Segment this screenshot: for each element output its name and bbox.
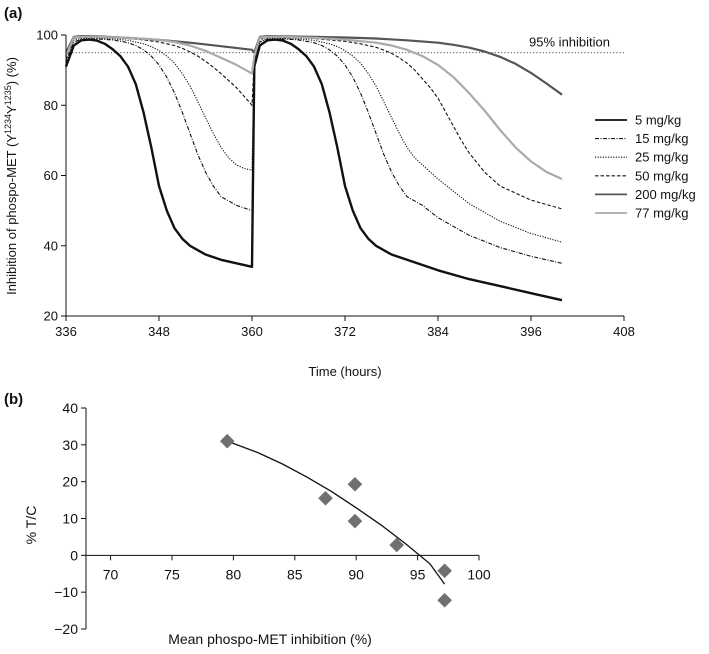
x-tick-label: 336	[55, 324, 77, 339]
y-tick-label: 40	[62, 400, 78, 416]
x-tick-label: 348	[148, 324, 170, 339]
panel-b-scatter-chart: (b) 70 75 80 85 90 95 100 −20 −10 0 10 20 30 40 Mean…	[4, 391, 491, 647]
y-tick-label: 0	[70, 547, 78, 563]
x-tick-label: 396	[520, 324, 542, 339]
legend-label: 25 mg/kg	[635, 150, 688, 165]
x-axis-label: Time (hours)	[308, 364, 381, 379]
data-point-diamond	[219, 433, 235, 449]
y-tick-label: 20	[44, 309, 58, 324]
data-point-diamond	[347, 513, 363, 529]
x-tick-labels: 336 348 360 372 384 396 408	[55, 324, 635, 339]
series-line-15-mg-kg	[65, 38, 563, 264]
x-tick-label: 80	[226, 566, 242, 582]
y-tick-label: 80	[44, 98, 58, 113]
y-tick-labels: 20 40 60 80 100	[36, 28, 58, 324]
y-tick-labels: −20 −10 0 10 20 30 40	[54, 400, 78, 637]
y-tick-label: 20	[62, 474, 78, 490]
legend-label: 77 mg/kg	[635, 206, 688, 221]
data-point-diamond	[347, 476, 363, 492]
y-tick-label: 100	[36, 28, 58, 43]
reference-line: 95% inhibition	[66, 35, 624, 54]
axes	[81, 407, 480, 630]
x-tick-label: 100	[467, 566, 491, 582]
y-tick-label: 30	[62, 437, 78, 453]
series-lines	[64, 34, 563, 302]
y-tick-label: 10	[62, 511, 78, 527]
data-point-diamond	[437, 592, 452, 608]
legend-label: 50 mg/kg	[635, 168, 688, 183]
legend-label: 200 mg/kg	[635, 187, 696, 202]
x-tick-label: 95	[410, 566, 426, 582]
trendline	[226, 440, 446, 585]
series-line-50-mg-kg	[65, 36, 563, 210]
axes	[61, 34, 625, 321]
x-tick-label: 384	[427, 324, 449, 339]
y-axis-label: % T/C	[23, 506, 39, 545]
x-tick-label: 85	[287, 566, 303, 582]
series-line-5-mg-kg	[64, 38, 563, 302]
x-tick-label: 360	[241, 324, 263, 339]
panel-a-label: (a)	[4, 5, 22, 22]
y-tick-label: −10	[54, 584, 78, 600]
panel-a-time-course-chart: (a) 95% inhibition 336 348 360 372 384 396 408…	[3, 5, 696, 379]
x-tick-label: 75	[164, 566, 180, 582]
data-point-diamond	[437, 563, 452, 579]
x-tick-label: 408	[613, 324, 635, 339]
y-axis-label: Inhibition of phospo-MET (Y1234Y1235) (%…	[3, 57, 19, 295]
x-tick-labels: 70 75 80 85 90 95 100	[103, 566, 491, 582]
x-tick-label: 372	[334, 324, 356, 339]
x-axis-label: Mean phospo-MET inhibition (%)	[168, 631, 372, 647]
trendline-curve	[226, 440, 446, 585]
data-points	[219, 433, 452, 608]
y-tick-label: 40	[44, 238, 58, 253]
series-line-77-mg-kg	[64, 35, 563, 181]
x-tick-label: 70	[103, 566, 119, 582]
reference-line-label: 95% inhibition	[529, 35, 610, 50]
legend: 5 mg/kg 15 mg/kg 25 mg/kg 50 mg/kg 200 mg/kg…	[595, 113, 696, 221]
panel-b-label: (b)	[4, 391, 23, 408]
legend-label: 15 mg/kg	[635, 131, 688, 146]
legend-label: 5 mg/kg	[635, 113, 681, 128]
y-tick-label: 60	[44, 168, 58, 183]
data-point-diamond	[389, 537, 405, 553]
x-tick-label: 90	[348, 566, 364, 582]
data-point-diamond	[318, 490, 333, 506]
y-tick-label: −20	[54, 621, 78, 637]
